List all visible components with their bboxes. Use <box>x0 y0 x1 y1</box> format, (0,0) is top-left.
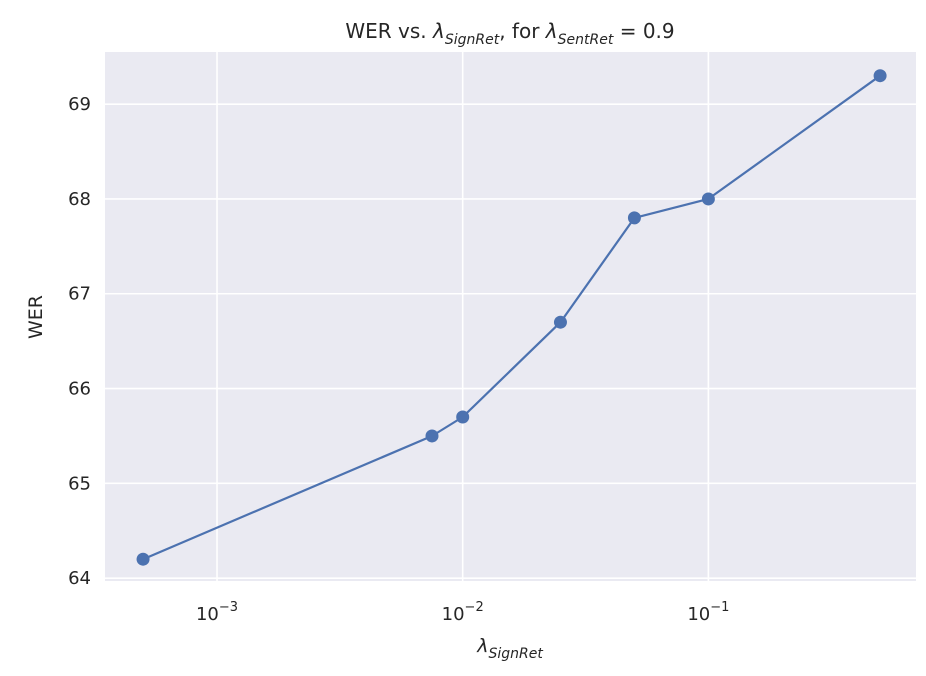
data-point <box>873 69 887 83</box>
y-tick-label: 67 <box>68 284 91 305</box>
y-tick-label: 66 <box>68 379 91 400</box>
y-tick-label: 65 <box>68 473 91 494</box>
data-point <box>701 192 715 206</box>
data-point <box>136 552 150 566</box>
data-point <box>627 211 641 225</box>
x-tick-label: 10−3 <box>196 600 238 625</box>
y-axis-label: WER <box>25 295 47 339</box>
chart-title: WER vs. λSignRet, for λSentRet = 0.9 <box>345 19 674 48</box>
x-axis-label: λSignRet <box>476 635 543 662</box>
y-tick-label: 68 <box>68 189 91 210</box>
series-layer <box>136 69 887 566</box>
y-tick-label: 69 <box>68 94 91 115</box>
grid-lines <box>105 52 916 581</box>
data-point <box>425 429 439 443</box>
plot-area <box>105 52 916 581</box>
y-tick-label: 64 <box>68 568 91 589</box>
tick-labels: 64 65 66 67 68 69 10−3 10−2 10−1 <box>68 94 729 625</box>
data-point <box>553 315 567 329</box>
data-point <box>456 410 470 424</box>
x-tick-label: 10−1 <box>687 600 729 625</box>
x-tick-label: 10−2 <box>442 600 484 625</box>
